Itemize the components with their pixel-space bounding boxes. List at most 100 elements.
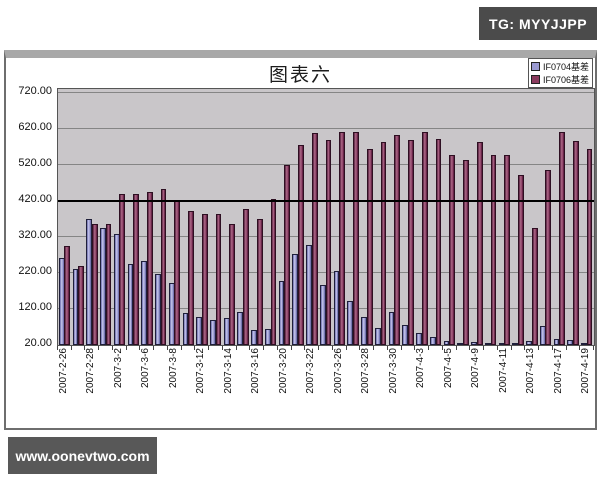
- chart-inner: 图表六 IF0704基差 IF0706基差 720.00 620.00 520.00…: [6, 58, 595, 428]
- chart: 图表六 IF0704基差 IF0706基差 720.00 620.00 520.00…: [4, 50, 597, 430]
- bar-if0706: [270, 199, 277, 345]
- y-tick-label: 120.00: [18, 301, 52, 313]
- bar-if0706: [366, 149, 373, 345]
- bar-if0704: [388, 312, 395, 345]
- bar-if0704: [498, 343, 505, 345]
- axis-tick: [57, 346, 58, 350]
- bar-if0704: [581, 343, 587, 345]
- bar-if0704: [429, 337, 436, 345]
- bar-if0706: [201, 214, 208, 345]
- bar-if0706: [490, 155, 497, 345]
- bar-if0706: [353, 132, 359, 345]
- bar-if0706: [325, 140, 332, 345]
- x-tick-label: 2007-4-19: [580, 348, 592, 394]
- x-tick-label: 2007-3-2: [112, 348, 124, 389]
- bar-if0706: [78, 266, 84, 345]
- legend-swatch-if0706-icon: [530, 75, 540, 84]
- bar-if0706: [586, 149, 593, 345]
- tg-badge-text: TG: MYYJJPP: [488, 15, 588, 32]
- bar-if0704: [113, 234, 120, 345]
- axis-tick: [291, 346, 292, 350]
- bar-if0706: [435, 139, 442, 345]
- bar-if0704: [127, 264, 134, 345]
- axis-tick: [566, 346, 567, 350]
- bar-if0706: [449, 155, 456, 345]
- y-tick-label: 220.00: [18, 265, 52, 277]
- bar-if0704: [182, 313, 189, 345]
- axis-tick: [98, 346, 99, 350]
- bar-if0706: [146, 192, 153, 345]
- bar-if0706: [408, 140, 414, 345]
- x-tick-label: 2007-3-8: [167, 348, 179, 389]
- axis-tick: [456, 346, 457, 350]
- bar-if0704: [416, 333, 422, 345]
- bar-if0706: [476, 142, 483, 345]
- bar-if0706: [91, 224, 98, 345]
- x-tick-label: 2007-2-28: [85, 348, 97, 394]
- legend-label-if0704: IF0704基差: [542, 62, 589, 72]
- x-tick-label: 2007-3-6: [140, 348, 152, 389]
- bar-if0704: [361, 317, 367, 345]
- axis-tick: [71, 346, 72, 350]
- bar-if0706: [119, 194, 126, 345]
- bar-if0704: [223, 318, 230, 345]
- bar-if0704: [168, 283, 175, 345]
- baseline-420: [58, 200, 594, 202]
- axis-tick: [249, 346, 250, 350]
- bar-if0704: [443, 341, 450, 345]
- bar-if0706: [421, 132, 428, 345]
- x-tick-label: 2007-3-28: [360, 348, 372, 394]
- axis-tick: [112, 346, 113, 350]
- axis-tick: [593, 346, 594, 350]
- x-tick-label: 2007-4-3: [415, 348, 427, 389]
- axis-tick: [359, 346, 360, 350]
- bar-if0704: [526, 341, 532, 345]
- axis-tick: [208, 346, 209, 350]
- bar-if0706: [188, 211, 194, 345]
- bar-if0706: [284, 165, 291, 345]
- bar-if0706: [160, 189, 167, 345]
- bar-if0706: [311, 133, 318, 345]
- axis-tick: [483, 346, 484, 350]
- x-tick-label: 2007-4-9: [470, 348, 482, 389]
- bar-if0704: [539, 326, 546, 345]
- bar-if0704: [237, 312, 244, 345]
- axis-tick: [469, 346, 470, 350]
- x-tick-label: 2007-3-30: [387, 348, 399, 394]
- axis-tick: [387, 346, 388, 350]
- bar-if0704: [210, 320, 216, 345]
- bar-if0704: [347, 301, 354, 345]
- plot-area: [57, 88, 595, 346]
- x-tick-label: 2007-4-17: [552, 348, 564, 394]
- bar-if0704: [251, 330, 257, 345]
- bar-if0706: [64, 246, 71, 345]
- bar-if0706: [256, 219, 263, 345]
- bar-if0704: [278, 281, 285, 345]
- bar-if0706: [339, 132, 346, 345]
- y-tick-label: 420.00: [18, 193, 52, 205]
- axis-tick: [236, 346, 237, 350]
- axis-tick: [153, 346, 154, 350]
- bar-if0706: [559, 132, 565, 345]
- bar-if0704: [100, 228, 106, 345]
- gridline: [58, 92, 594, 93]
- bar-if0704: [155, 274, 161, 345]
- bar-if0706: [229, 224, 236, 345]
- axis-tick: [579, 346, 580, 350]
- bar-if0704: [141, 261, 148, 345]
- axis-tick: [511, 346, 512, 350]
- bar-if0704: [512, 343, 519, 345]
- x-tick-label: 2007-3-14: [222, 348, 234, 394]
- x-tick-label: 2007-3-12: [195, 348, 207, 394]
- axis-tick: [332, 346, 333, 350]
- bar-if0706: [174, 201, 181, 345]
- bar-if0704: [264, 329, 271, 345]
- axis-tick: [126, 346, 127, 350]
- bar-if0706: [504, 155, 511, 345]
- tg-badge: TG: MYYJJPP: [479, 7, 597, 40]
- axis-tick: [552, 346, 553, 350]
- x-tick-label: 2007-4-5: [442, 348, 454, 389]
- legend-swatch-if0704-icon: [530, 62, 540, 71]
- axis-tick: [139, 346, 140, 350]
- axis-tick: [222, 346, 223, 350]
